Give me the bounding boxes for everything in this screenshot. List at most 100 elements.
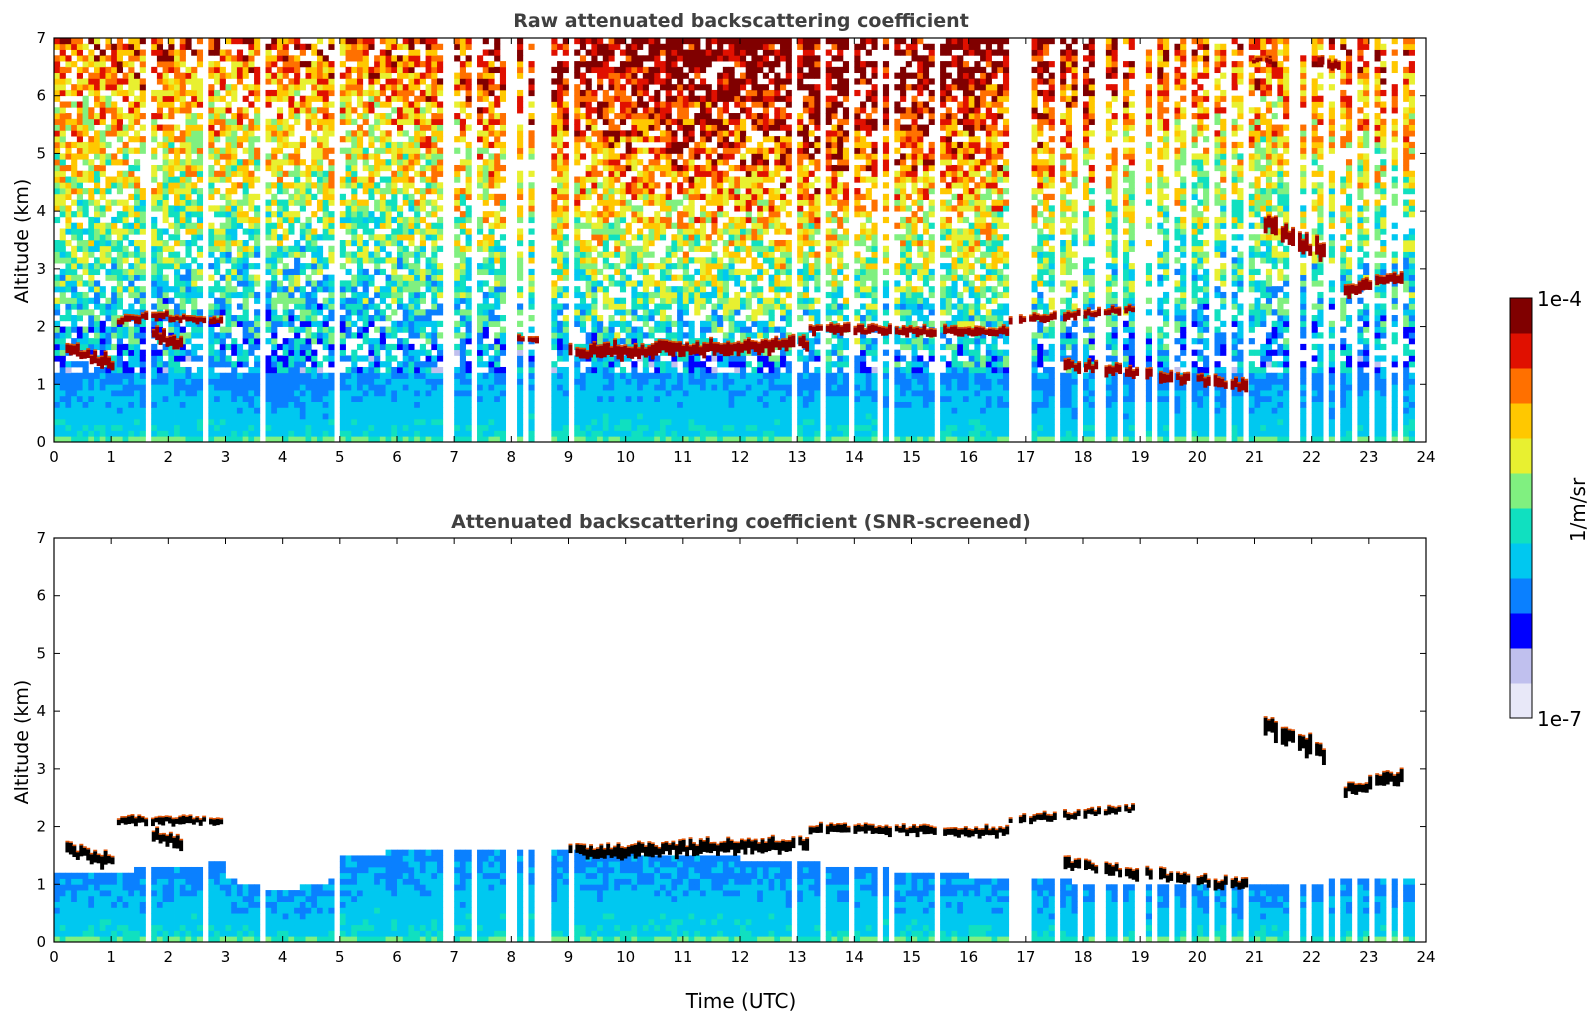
heatmap-cell [139,216,146,224]
heatmap-cell [454,216,461,224]
heatmap-cell [54,407,61,414]
heatmap-cell [356,332,364,339]
heatmap-cell [122,113,129,120]
heatmap-cell [311,332,318,339]
heatmap-cell [236,280,244,287]
heatmap-cell [191,332,198,339]
heatmap-cell [631,245,638,252]
heatmap-cell [191,349,198,356]
heatmap-cell [408,205,415,212]
heatmap-cell [174,49,181,56]
heatmap-cell [151,366,158,374]
heatmap-cell [551,228,558,235]
heatmap-cell [208,355,215,362]
heatmap-cell [597,43,604,50]
heatmap-cell [179,303,186,310]
heatmap-cell [339,49,346,56]
heatmap-cell [208,118,215,125]
heatmap-cell [116,343,123,351]
heatmap-cell [574,378,581,385]
heatmap-cell [111,315,118,322]
heatmap-cell [82,280,89,287]
heatmap-cell [614,170,621,177]
heatmap-cell [328,274,335,281]
heatmap-cell [602,291,609,299]
heatmap-cell [385,257,392,264]
heatmap-cell [385,222,392,229]
heatmap-cell [288,424,295,431]
heatmap-cell [362,315,369,322]
heatmap-cell [156,297,164,304]
heatmap-cell [236,141,244,149]
heatmap-cell [431,430,438,437]
heatmap-cell [408,378,415,385]
heatmap-cell [397,159,404,166]
heatmap-cell [517,274,524,281]
heatmap-cell [288,390,295,397]
heatmap-cell [637,89,644,97]
heatmap-cell [488,355,495,362]
heatmap-cell [305,436,312,443]
heatmap-cell [219,211,226,218]
heatmap-cell [551,361,558,368]
heatmap-cell [374,170,381,177]
heatmap-cell [219,107,226,114]
heatmap-cell [528,193,535,200]
heatmap-cell [482,141,489,149]
heatmap-cell [619,372,627,379]
heatmap-cell [362,205,369,212]
heatmap-cell [248,89,255,97]
heatmap-cell [214,338,221,345]
heatmap-cell [431,361,438,368]
heatmap-cell [459,222,466,229]
heatmap-cell [299,349,306,356]
heatmap-cell [368,193,375,200]
heatmap-cell [76,315,83,322]
heatmap-cell [397,430,404,437]
heatmap-cell [574,130,581,137]
heatmap-cell [477,372,484,379]
heatmap-cell [579,113,587,120]
heatmap-cell [597,378,604,385]
heatmap-cell [288,338,295,345]
heatmap-cell [219,286,226,293]
heatmap-cell [614,130,621,137]
heatmap-cell [397,303,404,310]
heatmap-cell [454,291,461,299]
heatmap-cell [122,205,129,212]
heatmap-cell [597,228,604,235]
heatmap-cell [65,418,72,426]
heatmap-cell [219,234,226,241]
heatmap-cell [208,338,215,345]
heatmap-cell [637,124,644,131]
heatmap-cell [71,118,78,125]
heatmap-cell [557,118,564,125]
heatmap-cell [488,286,495,293]
heatmap-cell [397,118,404,125]
heatmap-cell [517,361,524,368]
heatmap-cell [116,188,123,195]
heatmap-cell [299,268,306,276]
heatmap-cell [231,118,238,125]
heatmap-cell [385,113,392,120]
heatmap-cell [94,245,101,252]
heatmap-cell [59,349,66,356]
heatmap-cell [339,349,346,356]
heatmap-cell [528,130,535,137]
heatmap-cell [642,361,649,368]
heatmap-cell [362,147,369,154]
heatmap-cell [608,38,615,45]
heatmap-cell [562,159,569,166]
heatmap-cell [111,413,118,420]
heatmap-cell [642,274,649,281]
heatmap-cell [311,320,318,327]
heatmap-cell [528,291,535,299]
heatmap-cell [265,297,272,304]
heatmap-cell [437,268,444,276]
heatmap-cell [322,436,329,443]
heatmap-cell [482,280,489,287]
heatmap-cell [551,280,558,287]
heatmap-cell [642,113,649,120]
heatmap-cell [76,193,83,200]
heatmap-cell [134,101,141,108]
